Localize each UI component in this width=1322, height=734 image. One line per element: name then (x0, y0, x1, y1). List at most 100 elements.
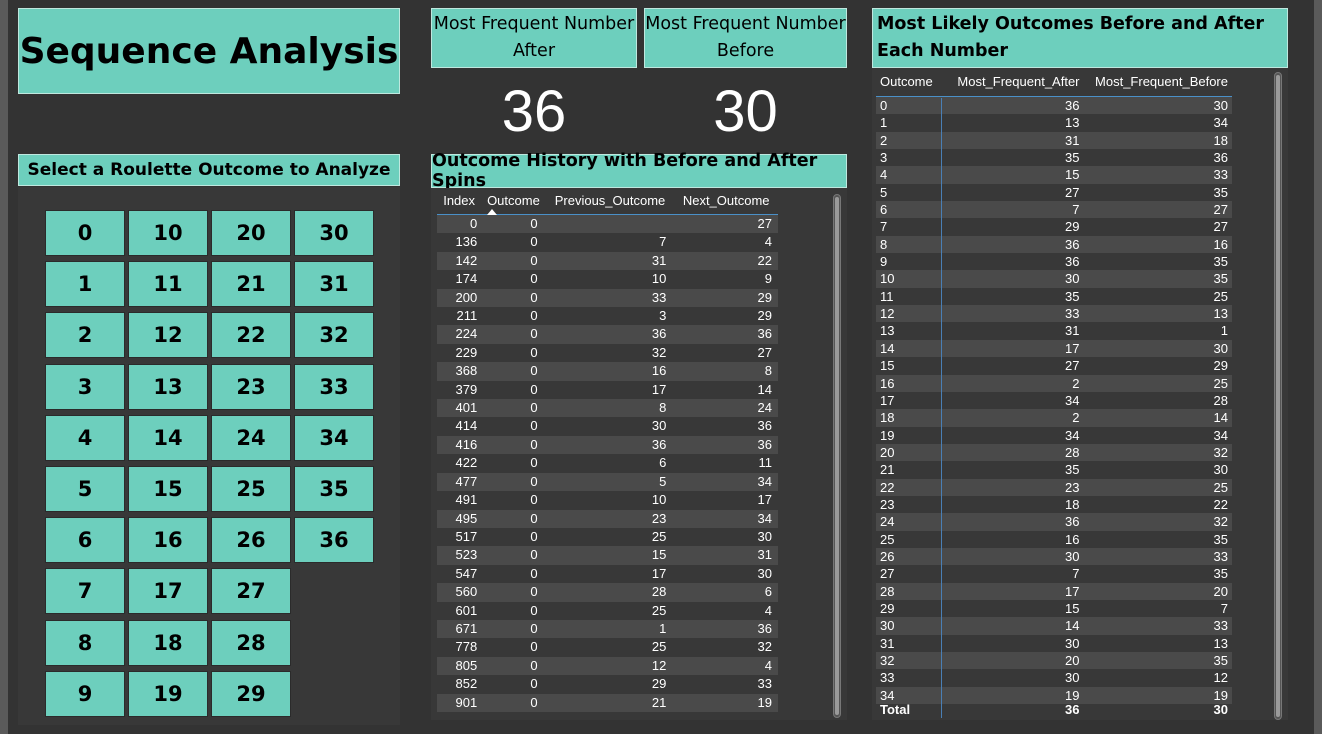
table-row[interactable]: 422 0 6 11 (437, 454, 778, 473)
table-row[interactable]: 13 31 1 (876, 322, 1232, 340)
slicer-button-14[interactable]: 14 (128, 414, 208, 461)
slicer-button-36[interactable]: 36 (294, 517, 374, 564)
table-row[interactable]: 18 2 14 (876, 409, 1232, 427)
col-index[interactable]: Index (443, 193, 476, 208)
col-most-frequent-before[interactable]: Most_Frequent_Before (1095, 74, 1228, 89)
table-row[interactable]: 26 30 33 (876, 547, 1232, 566)
slicer-button-23[interactable]: 23 (211, 363, 291, 410)
table-row[interactable]: 9 36 35 (876, 253, 1232, 271)
table-row[interactable]: 414 0 30 36 (437, 417, 778, 436)
table-row[interactable]: 7 29 27 (876, 218, 1232, 236)
table-row[interactable]: 5 27 35 (876, 183, 1232, 202)
slicer-button-5[interactable]: 5 (45, 466, 125, 512)
col-likely-outcome[interactable]: Outcome (880, 74, 933, 89)
slicer-button-3[interactable]: 3 (45, 363, 125, 410)
table-row[interactable]: 10 30 35 (876, 270, 1232, 288)
slicer-button-22[interactable]: 22 (211, 312, 291, 359)
likely-outcomes-table[interactable]: Outcome Most_Frequent_After Most_Frequen… (872, 68, 1288, 720)
table-row[interactable]: 601 0 25 4 (437, 601, 778, 620)
table-row[interactable]: 368 0 16 8 (437, 362, 778, 381)
slicer-button-33[interactable]: 33 (294, 363, 374, 410)
table-row[interactable]: 33 30 12 (876, 669, 1232, 687)
slicer-button-10[interactable]: 10 (128, 210, 208, 256)
table-row[interactable]: 29 15 7 (876, 599, 1232, 618)
table-row[interactable]: 379 0 17 14 (437, 380, 778, 400)
table-row[interactable]: 20 28 32 (876, 443, 1232, 462)
table-row[interactable]: 229 0 32 27 (437, 343, 778, 363)
table-row[interactable]: 852 0 29 33 (437, 675, 778, 694)
slicer-button-1[interactable]: 1 (45, 261, 125, 308)
slicer-button-25[interactable]: 25 (211, 466, 291, 512)
table-row[interactable]: 416 0 36 36 (437, 435, 778, 455)
history-scrollbar[interactable] (833, 194, 841, 718)
table-row[interactable]: 778 0 25 32 (437, 638, 778, 657)
table-row[interactable]: 136 0 7 4 (437, 233, 778, 252)
table-row[interactable]: 16 2 25 (876, 374, 1232, 392)
table-row[interactable]: 28 17 20 (876, 582, 1232, 600)
table-row[interactable]: 477 0 5 34 (437, 472, 778, 492)
col-most-frequent-after[interactable]: Most_Frequent_After (957, 74, 1080, 89)
table-row[interactable]: 211 0 3 29 (437, 307, 778, 326)
table-row[interactable]: 142 0 31 22 (437, 251, 778, 271)
slicer-button-29[interactable]: 29 (211, 670, 291, 717)
table-row[interactable]: 30 14 33 (876, 617, 1232, 635)
table-row[interactable]: 2 31 18 (876, 131, 1232, 150)
slicer-button-35[interactable]: 35 (294, 466, 374, 512)
slicer-button-34[interactable]: 34 (294, 414, 374, 461)
table-row[interactable]: 200 0 33 29 (437, 288, 778, 308)
table-row[interactable]: 805 0 12 4 (437, 656, 778, 676)
table-row[interactable]: 523 0 15 31 (437, 546, 778, 565)
table-row[interactable]: 901 0 21 19 (437, 693, 778, 712)
table-row[interactable]: 27 7 35 (876, 565, 1232, 583)
slicer-button-24[interactable]: 24 (211, 414, 291, 461)
table-row[interactable]: 560 0 28 6 (437, 583, 778, 602)
likely-scrollbar[interactable] (1274, 72, 1282, 720)
table-row[interactable]: 174 0 10 9 (437, 270, 778, 289)
slicer-button-13[interactable]: 13 (128, 363, 208, 410)
slicer-button-0[interactable]: 0 (45, 210, 125, 256)
table-row[interactable]: 671 0 1 36 (437, 619, 778, 639)
table-row[interactable]: 22 23 25 (876, 478, 1232, 496)
slicer-button-32[interactable]: 32 (294, 312, 374, 359)
slicer-button-16[interactable]: 16 (128, 517, 208, 564)
slicer-button-8[interactable]: 8 (45, 619, 125, 666)
table-row[interactable]: 491 0 10 17 (437, 491, 778, 510)
table-row[interactable]: 32 20 35 (876, 652, 1232, 670)
table-row[interactable]: 14 17 30 (876, 339, 1232, 358)
slicer-button-15[interactable]: 15 (128, 466, 208, 512)
slicer-button-20[interactable]: 20 (211, 210, 291, 256)
slicer-button-18[interactable]: 18 (128, 619, 208, 666)
table-row[interactable]: 495 0 23 34 (437, 509, 778, 528)
col-previous-outcome[interactable]: Previous_Outcome (554, 193, 666, 208)
slicer-button-21[interactable]: 21 (211, 261, 291, 308)
table-row[interactable]: 8 36 16 (876, 235, 1232, 254)
slicer-button-12[interactable]: 12 (128, 312, 208, 359)
table-row[interactable]: 6 7 27 (876, 201, 1232, 219)
slicer-button-11[interactable]: 11 (128, 261, 208, 308)
col-outcome[interactable]: Outcome (481, 188, 545, 215)
slicer-button-7[interactable]: 7 (45, 568, 125, 615)
table-row[interactable]: 0 0 27 (437, 214, 778, 234)
table-row[interactable]: 34 19 19 (876, 686, 1232, 705)
table-row[interactable]: 31 30 13 (876, 634, 1232, 652)
slicer-button-19[interactable]: 19 (128, 670, 208, 717)
table-row[interactable]: 17 34 28 (876, 391, 1232, 410)
slicer-button-26[interactable]: 26 (211, 517, 291, 564)
slicer-button-28[interactable]: 28 (211, 619, 291, 666)
table-row[interactable]: 401 0 8 24 (437, 399, 778, 418)
table-row[interactable]: 0 36 30 (876, 96, 1232, 115)
slicer-button-4[interactable]: 4 (45, 414, 125, 461)
table-row[interactable]: 15 27 29 (876, 357, 1232, 375)
table-row[interactable]: 23 18 22 (876, 495, 1232, 514)
slicer-button-9[interactable]: 9 (45, 670, 125, 717)
col-next-outcome[interactable]: Next_Outcome (682, 193, 770, 208)
table-row[interactable]: 1 13 34 (876, 114, 1232, 132)
table-row[interactable]: 547 0 17 30 (437, 564, 778, 584)
slicer-button-2[interactable]: 2 (45, 312, 125, 359)
table-row[interactable]: 11 35 25 (876, 287, 1232, 306)
history-table[interactable]: Index Outcome Previous_Outcome Next_Outc… (431, 188, 847, 720)
table-row[interactable]: 517 0 25 30 (437, 527, 778, 547)
slicer-button-31[interactable]: 31 (294, 261, 374, 308)
slicer-button-17[interactable]: 17 (128, 568, 208, 615)
slicer-button-30[interactable]: 30 (294, 210, 374, 256)
